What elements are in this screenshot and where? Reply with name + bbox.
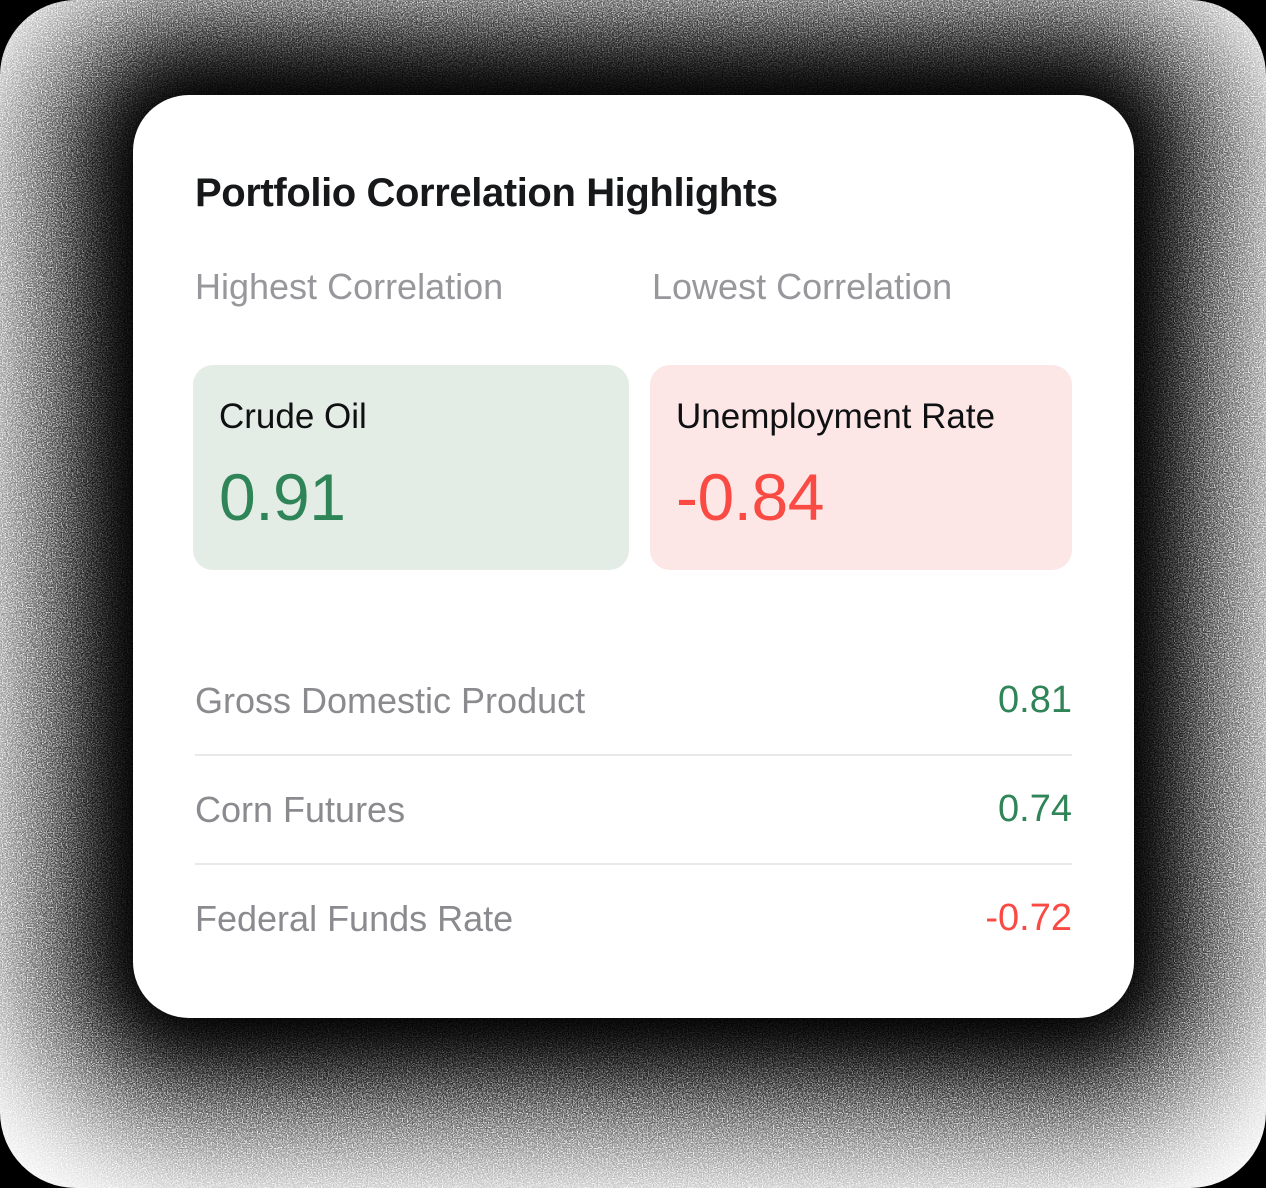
row-value: 0.81: [998, 679, 1072, 721]
tile-asset-name: Unemployment Rate: [676, 397, 996, 436]
row-label: Gross Domestic Product: [195, 679, 586, 721]
tile-correlation-value: -0.84: [676, 460, 824, 534]
highest-correlation-label: Highest Correlation: [195, 266, 504, 307]
row-label: Corn Futures: [195, 788, 406, 830]
lowest-correlation-tile: Unemployment Rate -0.84: [650, 365, 1072, 570]
highest-correlation-tile: Crude Oil 0.91: [193, 365, 629, 570]
list-item: Federal Funds Rate -0.72: [195, 863, 1072, 972]
card-title: Portfolio Correlation Highlights: [195, 171, 778, 215]
list-item: Corn Futures 0.74: [195, 754, 1072, 863]
row-label: Federal Funds Rate: [195, 897, 514, 939]
highlight-tiles: Crude Oil 0.91 Unemployment Rate -0.84: [193, 365, 1072, 570]
lowest-correlation-label: Lowest Correlation: [652, 266, 953, 307]
row-value: 0.74: [998, 788, 1072, 830]
correlation-list: Gross Domestic Product 0.81 Corn Futures…: [195, 647, 1072, 972]
column-labels: Highest Correlation Lowest Correlation: [195, 267, 1074, 307]
list-item: Gross Domestic Product 0.81: [195, 647, 1072, 754]
row-value: -0.72: [985, 897, 1072, 939]
tile-correlation-value: 0.91: [219, 460, 346, 534]
tile-asset-name: Crude Oil: [219, 397, 367, 436]
portfolio-correlation-card: Portfolio Correlation Highlights Highest…: [133, 95, 1134, 1018]
